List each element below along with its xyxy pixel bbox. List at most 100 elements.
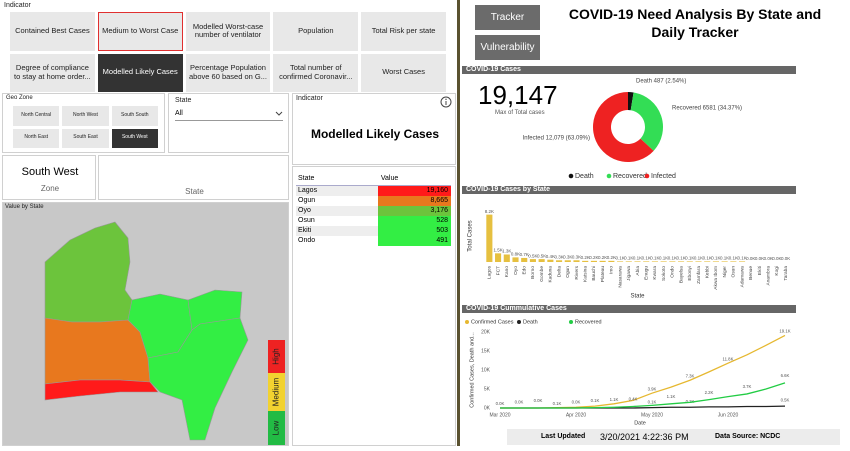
y-tick-label: 10K <box>481 367 491 373</box>
indicator-option[interactable]: Medium to Worst Case <box>97 12 183 51</box>
x-axis-label: State <box>630 294 645 300</box>
bar-value-label: 8.2K <box>485 209 494 214</box>
x-tick-label: Kano <box>504 266 510 278</box>
value-table: State Value Lagos 19,160 Ogun 8,665 Oyo 3,176 Os… <box>296 173 451 246</box>
indicator-option[interactable]: Worst Cases <box>361 53 446 92</box>
x-tick-label: Anambra <box>765 266 771 286</box>
point-label: 0.1K <box>591 398 600 403</box>
state-cell: Lagos <box>298 187 318 194</box>
indicator-option[interactable]: Modelled Likely Cases <box>97 53 183 92</box>
vulnerability-button[interactable]: Vulnerability <box>475 35 540 60</box>
point-label: 0.0K <box>572 400 581 405</box>
geo-zone-option[interactable]: North Central <box>13 106 60 126</box>
x-tick-label: Mar 2020 <box>489 412 510 418</box>
x-tick-label: Ebonyi <box>687 266 693 281</box>
bar-value-label: 0.1K <box>676 256 685 261</box>
x-tick-label: May 2020 <box>641 412 663 418</box>
x-tick-label: Ekiti <box>757 266 763 275</box>
map-title: Value by State <box>5 204 44 210</box>
geo-zone-option[interactable]: North East <box>13 128 60 148</box>
state-slicer-title: State <box>175 97 192 104</box>
geo-zone-option[interactable]: South East <box>62 128 109 148</box>
last-updated-value: 3/20/2021 4:22:36 PM <box>600 432 689 442</box>
bar-value-label: 0.2K <box>589 255 598 260</box>
dashboard-title: COVID-19 Need Analysis By State and Dail… <box>568 6 822 40</box>
x-tick-label: Jun 2020 <box>718 412 739 418</box>
bar-value-label: 0.5K <box>537 253 546 258</box>
state-card-label: State <box>185 187 204 196</box>
point-label: 1.1K <box>610 397 619 402</box>
panel-divider <box>457 0 460 446</box>
bar <box>651 261 658 262</box>
x-tick-label: Kogi <box>774 266 780 276</box>
line-chart-header: COVID-19 Cummulative Cases <box>462 305 796 313</box>
series-line <box>500 405 786 409</box>
geo-zone-slicer: Geo Zone North Central North West South So… <box>2 93 165 153</box>
x-tick-label: Kwara <box>652 266 658 280</box>
state-cell: Osun <box>298 217 315 224</box>
data-source: Data Source: NCDC <box>715 433 781 440</box>
bar <box>608 260 615 262</box>
indicator-option[interactable]: Degree of compliance to stay at home ord… <box>10 53 95 92</box>
zone-card-label: Zone <box>40 184 60 193</box>
zone-card: South West Zone <box>2 155 96 200</box>
series-line <box>500 334 786 409</box>
info-icon[interactable] <box>440 96 452 108</box>
state-dropdown[interactable]: All <box>175 108 283 121</box>
bar-value-label: 0.3K <box>554 254 563 259</box>
point-label: 0.0K <box>496 401 505 406</box>
indicator-option[interactable]: Total Risk per state <box>361 12 446 51</box>
tracker-button[interactable]: Tracker <box>475 5 540 30</box>
indicator-option[interactable]: Percentage Population above 60 based on … <box>185 53 271 92</box>
x-tick-label: Kaduna <box>548 266 554 283</box>
x-tick-label: Sokoto <box>661 266 667 281</box>
slice-label: Recovered 6581 (34.37%) <box>672 106 742 112</box>
bar <box>625 261 632 262</box>
point-label: 7.3K <box>686 373 695 378</box>
bar <box>739 261 746 262</box>
point-label: 2.2K <box>705 390 714 395</box>
footer: Last Updated 3/20/2021 4:22:36 PM Data S… <box>507 429 840 445</box>
bar <box>538 259 545 262</box>
bar <box>582 260 589 262</box>
indicator-slicer: Contained Best Cases Medium to Worst Case… <box>10 12 446 92</box>
state-slicer: State All <box>168 93 289 153</box>
bar <box>730 261 737 262</box>
state-dropdown-value: All <box>175 110 183 117</box>
indicator-option[interactable]: Modelled Worst-case number of ventilator <box>185 12 271 51</box>
point-label: 0.0K <box>515 400 524 405</box>
indicator-option[interactable]: Population <box>273 12 359 51</box>
state-cell: Ekiti <box>298 227 312 234</box>
bar <box>512 257 519 262</box>
x-tick-label: Imo <box>609 266 615 274</box>
state-cell: Ogun <box>298 197 316 204</box>
bar <box>712 261 719 262</box>
bar <box>678 261 685 262</box>
geo-zone-option[interactable]: North West <box>62 106 109 126</box>
point-label: 1.1K <box>667 394 676 399</box>
bar <box>556 260 563 262</box>
x-tick-label: FCT <box>495 266 501 275</box>
x-tick-label: Oyo <box>513 266 519 275</box>
point-label: 19.1K <box>779 329 790 334</box>
indicator-option[interactable]: Total number of confirmed Coronavir... <box>273 53 359 92</box>
indicator-option[interactable]: Contained Best Cases <box>10 12 95 51</box>
bar-value-label: 0.8K <box>511 252 520 257</box>
bar-value-label: 0.1K <box>703 256 712 261</box>
donut-slice <box>628 92 634 111</box>
bar-value-label: 0.1K <box>668 256 677 261</box>
bar <box>643 261 650 262</box>
x-tick-label: Niger <box>722 266 728 278</box>
bar-value-label: 0.0K <box>781 256 790 261</box>
geo-zone-option[interactable]: South South <box>111 106 158 126</box>
bar-value-label: 0.1K <box>720 256 729 261</box>
bar <box>704 261 711 262</box>
point-label: 11.8K <box>723 356 734 361</box>
bar-value-label: 0.1K <box>650 256 659 261</box>
x-tick-label: Jigawa <box>626 266 632 281</box>
indicator-card: Indicator Modelled Likely Cases <box>292 93 456 165</box>
geo-zone-option[interactable]: South West <box>111 128 158 148</box>
bar <box>495 253 502 262</box>
x-tick-label: Ondo <box>670 266 676 278</box>
x-tick-label: Katsina <box>582 266 588 282</box>
